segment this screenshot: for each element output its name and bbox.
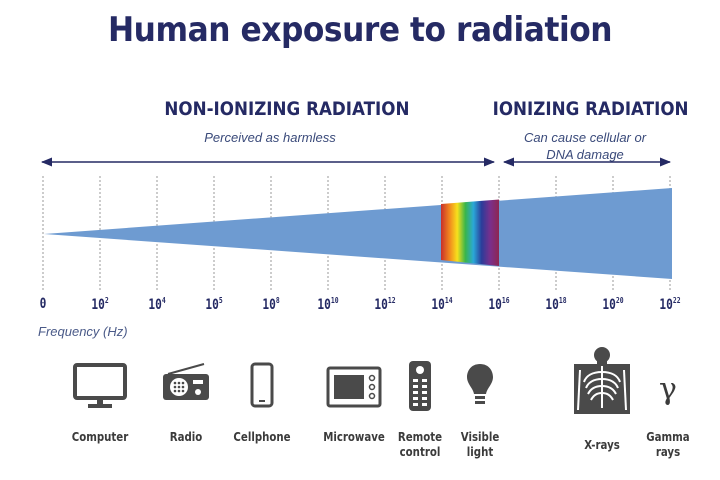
device-label-line1: Microwave bbox=[323, 430, 385, 444]
device-label: Cellphone bbox=[228, 430, 296, 445]
tick-exponent: 4 bbox=[161, 296, 166, 305]
tick-exponent: 10 bbox=[330, 296, 339, 305]
tick-exponent: 14 bbox=[444, 296, 453, 305]
tick-exponent: 8 bbox=[275, 296, 280, 305]
tick-label: 108 bbox=[255, 296, 287, 313]
device-label-line2: light bbox=[466, 445, 494, 459]
visible-light-band bbox=[441, 199, 499, 266]
device-label: Visible light bbox=[446, 430, 514, 460]
tick-base: 0 bbox=[39, 296, 47, 312]
light-bulb-icon bbox=[440, 362, 520, 408]
tick-exponent: 20 bbox=[615, 296, 624, 305]
tick-label: 1018 bbox=[540, 296, 572, 313]
radio-icon bbox=[146, 362, 226, 402]
tick-exponent: 16 bbox=[501, 296, 510, 305]
device-label-line1: Radio bbox=[169, 430, 203, 444]
device-label: X-rays bbox=[568, 438, 636, 453]
device-label: Computer bbox=[66, 430, 134, 445]
device-label-line1: Remote bbox=[397, 430, 443, 444]
gamma-icon: γ bbox=[628, 372, 708, 407]
tick-base: 10 bbox=[431, 297, 445, 313]
non-ionizing-title: NON-IONIZING RADIATION bbox=[164, 98, 410, 120]
tick-label: 104 bbox=[141, 296, 173, 313]
tick-label: 1020 bbox=[597, 296, 629, 313]
non-ionizing-subtitle: Perceived as harmless bbox=[204, 130, 336, 145]
tick-label: 105 bbox=[198, 296, 230, 313]
device-label-line1: Computer bbox=[71, 430, 129, 444]
computer-icon bbox=[60, 362, 140, 412]
device-label: Gamma rays bbox=[634, 430, 702, 460]
tick-base: 10 bbox=[91, 297, 105, 313]
device-label-line1: Visible bbox=[460, 430, 500, 444]
tick-base: 10 bbox=[545, 297, 559, 313]
tick-base: 10 bbox=[262, 297, 276, 313]
tick-base: 10 bbox=[148, 297, 162, 313]
tick-label: 1016 bbox=[483, 296, 515, 313]
radiation-wedge bbox=[44, 188, 672, 279]
tick-base: 10 bbox=[488, 297, 502, 313]
remote-control-icon bbox=[380, 360, 460, 412]
tick-label: 1014 bbox=[426, 296, 458, 313]
tick-base: 10 bbox=[374, 297, 388, 313]
tick-base: 10 bbox=[205, 297, 219, 313]
tick-exponent: 2 bbox=[104, 296, 109, 305]
tick-exponent: 22 bbox=[672, 296, 681, 305]
device-label-line1: Gamma bbox=[646, 430, 690, 444]
ionizing-title: IONIZING RADIATION bbox=[492, 98, 689, 120]
tick-base: 10 bbox=[602, 297, 616, 313]
tick-exponent: 5 bbox=[218, 296, 223, 305]
tick-base: 10 bbox=[317, 297, 331, 313]
tick-exponent: 18 bbox=[558, 296, 567, 305]
tick-label: 1012 bbox=[369, 296, 401, 313]
frequency-axis-label: Frequency (Hz) bbox=[38, 324, 128, 339]
device-label: Microwave bbox=[320, 430, 388, 445]
cellphone-icon bbox=[222, 362, 302, 408]
device-label-line2: control bbox=[399, 445, 441, 459]
tick-exponent: 12 bbox=[387, 296, 396, 305]
device-label: Radio bbox=[152, 430, 220, 445]
device-label: Remote control bbox=[386, 430, 454, 460]
microwave-icon bbox=[314, 366, 394, 408]
device-label-line1: X-rays bbox=[584, 438, 620, 452]
device-label-line1: Cellphone bbox=[233, 430, 291, 444]
xray-icon bbox=[562, 346, 642, 416]
tick-base: 10 bbox=[659, 297, 673, 313]
page-title: Human exposure to radiation bbox=[107, 10, 613, 50]
ionizing-subtitle-line1: Can cause cellular or bbox=[523, 130, 647, 145]
tick-label: 1022 bbox=[654, 296, 686, 313]
tick-label: 102 bbox=[84, 296, 116, 313]
tick-label: 0 bbox=[27, 296, 59, 312]
tick-label: 1010 bbox=[312, 296, 344, 313]
device-label-line2: rays bbox=[655, 445, 681, 459]
gamma-symbol: γ bbox=[659, 372, 677, 407]
